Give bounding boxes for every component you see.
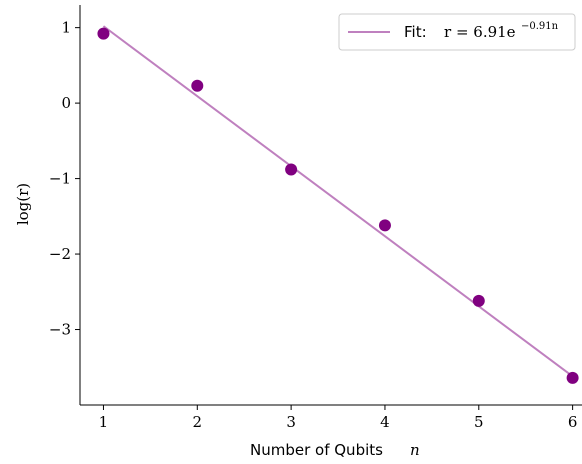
x-tick-label: 2	[193, 413, 203, 431]
data-point	[566, 371, 579, 384]
x-axis-label-variable: n	[410, 441, 420, 459]
y-tick-label: −2	[49, 245, 71, 263]
data-point	[378, 219, 391, 232]
legend-box	[338, 13, 576, 51]
legend-formula-exponent: −0.91n	[521, 21, 559, 32]
x-tick-label: 1	[99, 413, 109, 431]
data-point	[97, 27, 110, 40]
y-tick-label: −3	[49, 321, 71, 339]
x-tick-label: 3	[286, 413, 296, 431]
y-axis-label: log(r)	[14, 183, 32, 225]
y-tick-label: 1	[61, 19, 71, 37]
x-tick-label: 5	[474, 413, 484, 431]
data-point	[285, 163, 298, 176]
x-axis-label: Number of Qubits	[250, 441, 383, 459]
legend: Fit: r = 6.91e −0.91n	[338, 13, 576, 51]
y-tick-label: −1	[49, 170, 71, 188]
fit-line	[102, 25, 574, 378]
x-axis-title: Number of Qubits n	[250, 441, 420, 459]
legend-formula: r = 6.91e	[444, 23, 516, 41]
data-point	[472, 294, 485, 307]
x-tick-label: 6	[568, 413, 578, 431]
axes: 1 2 3 4 5 6 1 0 −1 −2 −3	[49, 5, 582, 431]
y-tick-label: 0	[61, 94, 71, 112]
x-tick-label: 4	[380, 413, 390, 431]
plot-area	[97, 25, 579, 384]
legend-label: Fit:	[404, 23, 427, 41]
data-point	[191, 79, 204, 92]
